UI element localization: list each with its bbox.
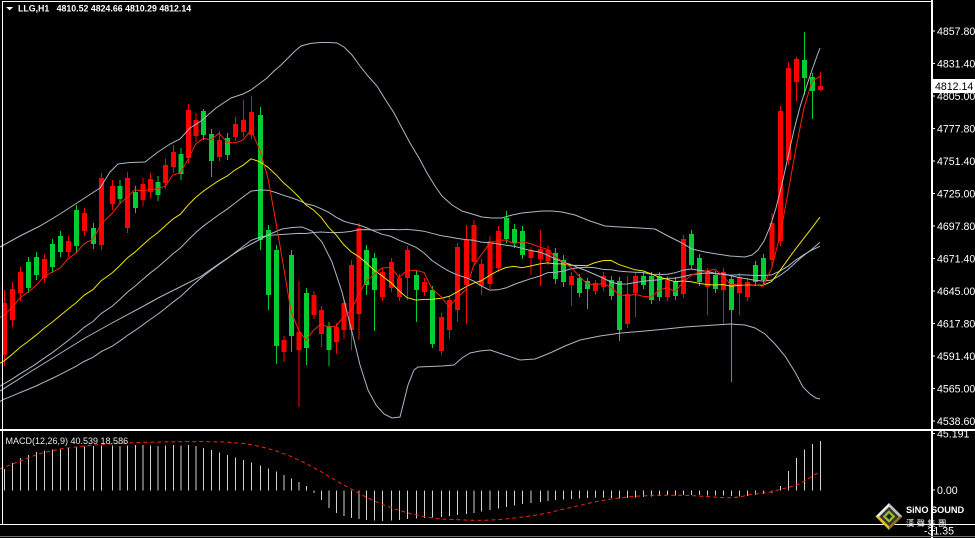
svg-text:4538.60: 4538.60 — [937, 416, 975, 428]
svg-text:-31.35: -31.35 — [924, 525, 954, 537]
svg-text:MACD(12,26,9) 40.539 18.586: MACD(12,26,9) 40.539 18.586 — [6, 436, 129, 446]
svg-text:4565.00: 4565.00 — [937, 383, 975, 395]
svg-text:0.00: 0.00 — [937, 485, 958, 497]
svg-text:4591.40: 4591.40 — [937, 351, 975, 363]
svg-text:4805.00: 4805.00 — [937, 91, 975, 103]
svg-text:4831.40: 4831.40 — [937, 58, 975, 70]
svg-text:4751.40: 4751.40 — [937, 156, 975, 168]
svg-text:SiNO SOUND: SiNO SOUND — [906, 505, 965, 515]
svg-text:4617.80: 4617.80 — [937, 318, 975, 330]
svg-text:4725.00: 4725.00 — [937, 188, 975, 200]
svg-text:4812.14: 4812.14 — [935, 81, 973, 93]
svg-text:4671.40: 4671.40 — [937, 253, 975, 265]
svg-text:LLG,H1 4810.52 4824.66 4810.: LLG,H1 4810.52 4824.66 4810.29 4812.14 — [18, 3, 191, 13]
svg-text:4645.00: 4645.00 — [937, 286, 975, 298]
svg-text:4697.80: 4697.80 — [937, 221, 975, 233]
svg-text:45.191: 45.191 — [937, 428, 970, 440]
svg-text:4857.80: 4857.80 — [937, 26, 975, 38]
svg-text:漢聲集團: 漢聲集團 — [906, 518, 949, 528]
svg-text:4777.80: 4777.80 — [937, 123, 975, 135]
